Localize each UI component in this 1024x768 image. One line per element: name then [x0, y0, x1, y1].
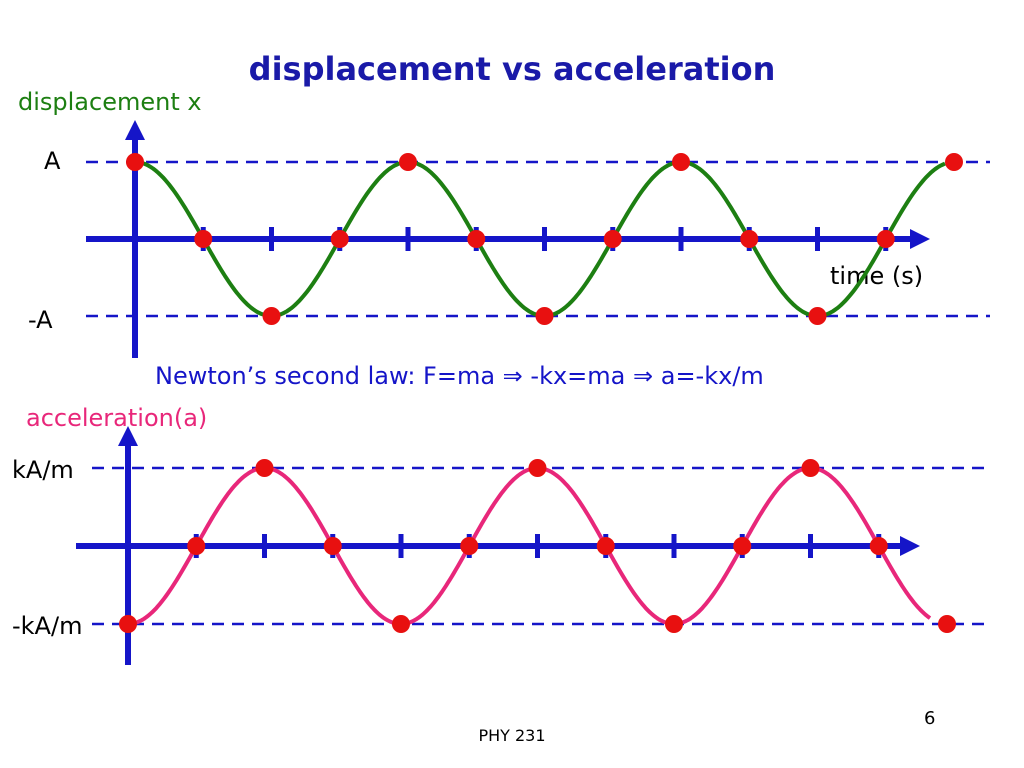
acceleration-marker-point: [119, 615, 137, 633]
implies-icon: ⇒: [502, 362, 523, 390]
law-mid: -kx=ma: [522, 362, 633, 390]
acceleration-marker-point: [187, 537, 206, 555]
displacement-marker-point: [672, 153, 690, 171]
displacement-marker-point: [467, 230, 486, 248]
displacement-marker-point: [945, 153, 963, 171]
displacement-marker-point: [876, 230, 895, 248]
displacement-plot: [86, 120, 990, 358]
acceleration-marker-point: [869, 537, 888, 555]
displacement-marker-point: [126, 153, 144, 171]
law-prefix: Newton’s second law: F=ma: [155, 362, 503, 390]
displacement-axis-label: displacement x: [18, 88, 202, 116]
acceleration-lower-label: -kA/m: [12, 612, 83, 640]
acceleration-marker-point: [323, 537, 342, 555]
acceleration-plot: [76, 426, 990, 665]
acceleration-time-axis-arrowhead: [900, 536, 920, 556]
displacement-lower-label: -A: [28, 306, 53, 334]
acceleration-value-axis-arrowhead: [118, 426, 138, 446]
displacement-marker-point: [740, 230, 759, 248]
displacement-marker-point: [399, 153, 417, 171]
displacement-value-axis-arrowhead: [125, 120, 145, 140]
footer-course: PHY 231: [478, 726, 546, 745]
acceleration-marker-point: [460, 537, 479, 555]
acceleration-marker-point: [733, 537, 752, 555]
displacement-marker-point: [330, 230, 349, 248]
displacement-time-axis-arrowhead: [910, 229, 930, 249]
acceleration-marker-point: [665, 615, 683, 633]
acceleration-upper-label: kA/m: [12, 456, 74, 484]
displacement-marker-point: [262, 307, 281, 325]
displacement-marker-point: [603, 230, 622, 248]
displacement-marker-point: [535, 307, 554, 325]
implies-icon: ⇒: [633, 362, 654, 390]
acceleration-marker-point: [938, 615, 956, 633]
acceleration-axis-label: acceleration(a): [26, 404, 208, 432]
page-title: displacement vs acceleration: [248, 50, 776, 88]
acceleration-marker-point: [255, 459, 274, 477]
acceleration-marker-point: [528, 459, 547, 477]
newton-law-text: Newton’s second law: F=ma ⇒ -kx=ma ⇒ a=-…: [155, 362, 764, 390]
displacement-marker-point: [194, 230, 213, 248]
law-suffix: a=-kx/m: [653, 362, 764, 390]
displacement-marker-point: [808, 307, 827, 325]
acceleration-marker-point: [392, 615, 410, 633]
acceleration-marker-point: [801, 459, 820, 477]
displacement-upper-label: A: [44, 147, 61, 175]
page-number: 6: [924, 708, 936, 729]
acceleration-marker-point: [596, 537, 615, 555]
time-axis-label: time (s): [830, 262, 924, 290]
